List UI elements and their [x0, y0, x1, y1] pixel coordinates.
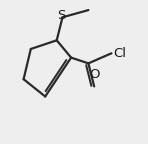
- Text: O: O: [89, 68, 99, 81]
- Text: Cl: Cl: [114, 47, 127, 60]
- Text: S: S: [57, 9, 65, 22]
